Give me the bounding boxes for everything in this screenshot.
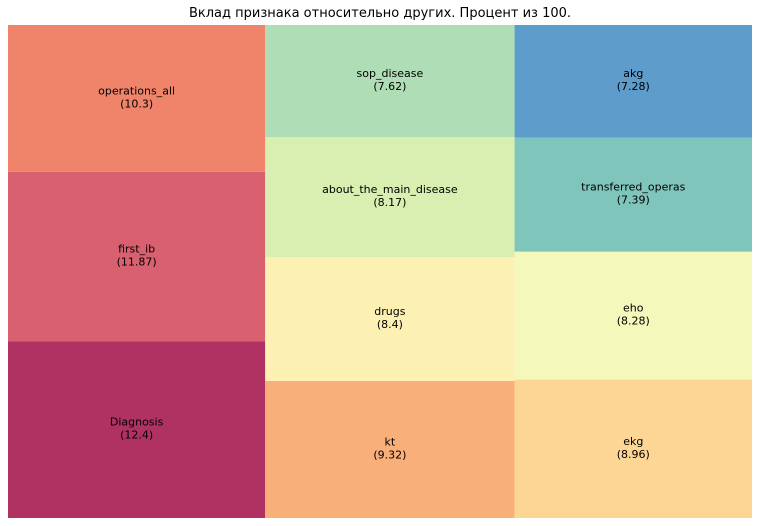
tile-rect [514, 137, 752, 252]
tile-name-label: akg [623, 67, 643, 80]
tile-name-label: eho [623, 302, 644, 315]
treemap-tile-Diagnosis: Diagnosis(12.4) [8, 341, 266, 518]
tile-value-label: (7.62) [373, 80, 406, 93]
tile-rect [265, 257, 515, 381]
tile-rect [8, 171, 266, 342]
treemap-tile-about_the_main_disease: about_the_main_disease(8.17) [265, 137, 515, 258]
treemap-tile-ekg: ekg(8.96) [514, 379, 752, 518]
tile-value-label: (11.87) [117, 256, 157, 269]
tile-value-label: (8.96) [617, 448, 650, 461]
treemap-tile-akg: akg(7.28) [514, 25, 752, 138]
tile-value-label: (12.4) [120, 429, 153, 442]
tile-value-label: (8.28) [617, 315, 650, 328]
tile-rect [514, 379, 752, 518]
tile-name-label: Diagnosis [110, 416, 164, 429]
tile-name-label: drugs [374, 305, 405, 318]
treemap-tile-sop_disease: sop_disease(7.62) [265, 25, 515, 138]
tile-name-label: about_the_main_disease [322, 183, 458, 196]
tile-rect [514, 251, 752, 380]
tile-name-label: operations_all [98, 84, 175, 97]
tile-rect [265, 25, 515, 138]
tile-value-label: (7.39) [617, 194, 650, 207]
tile-value-label: (7.28) [617, 80, 650, 93]
tile-name-label: transferred_operas [581, 181, 686, 194]
tile-rect [8, 341, 266, 518]
tile-name-label: sop_disease [357, 67, 424, 80]
tile-rect [514, 25, 752, 138]
tile-value-label: (10.3) [120, 97, 153, 110]
treemap-tile-eho: eho(8.28) [514, 251, 752, 380]
treemap-tile-kt: kt(9.32) [265, 380, 515, 518]
tile-rect [8, 25, 266, 172]
tile-rect [265, 380, 515, 518]
treemap-tile-first_ib: first_ib(11.87) [8, 171, 266, 342]
tile-value-label: (8.4) [377, 318, 403, 331]
tile-value-label: (8.17) [373, 196, 406, 209]
tile-name-label: ekg [623, 435, 643, 448]
tile-value-label: (9.32) [373, 448, 406, 461]
treemap-tile-transferred_operas: transferred_operas(7.39) [514, 137, 752, 252]
treemap-tile-operations_all: operations_all(10.3) [8, 25, 266, 172]
tile-name-label: kt [385, 435, 396, 448]
chart-title: Вклад признака относительно других. Проц… [188, 6, 572, 21]
treemap-tile-drugs: drugs(8.4) [265, 257, 515, 381]
tile-rect [265, 137, 515, 258]
tile-name-label: first_ib [118, 243, 155, 256]
